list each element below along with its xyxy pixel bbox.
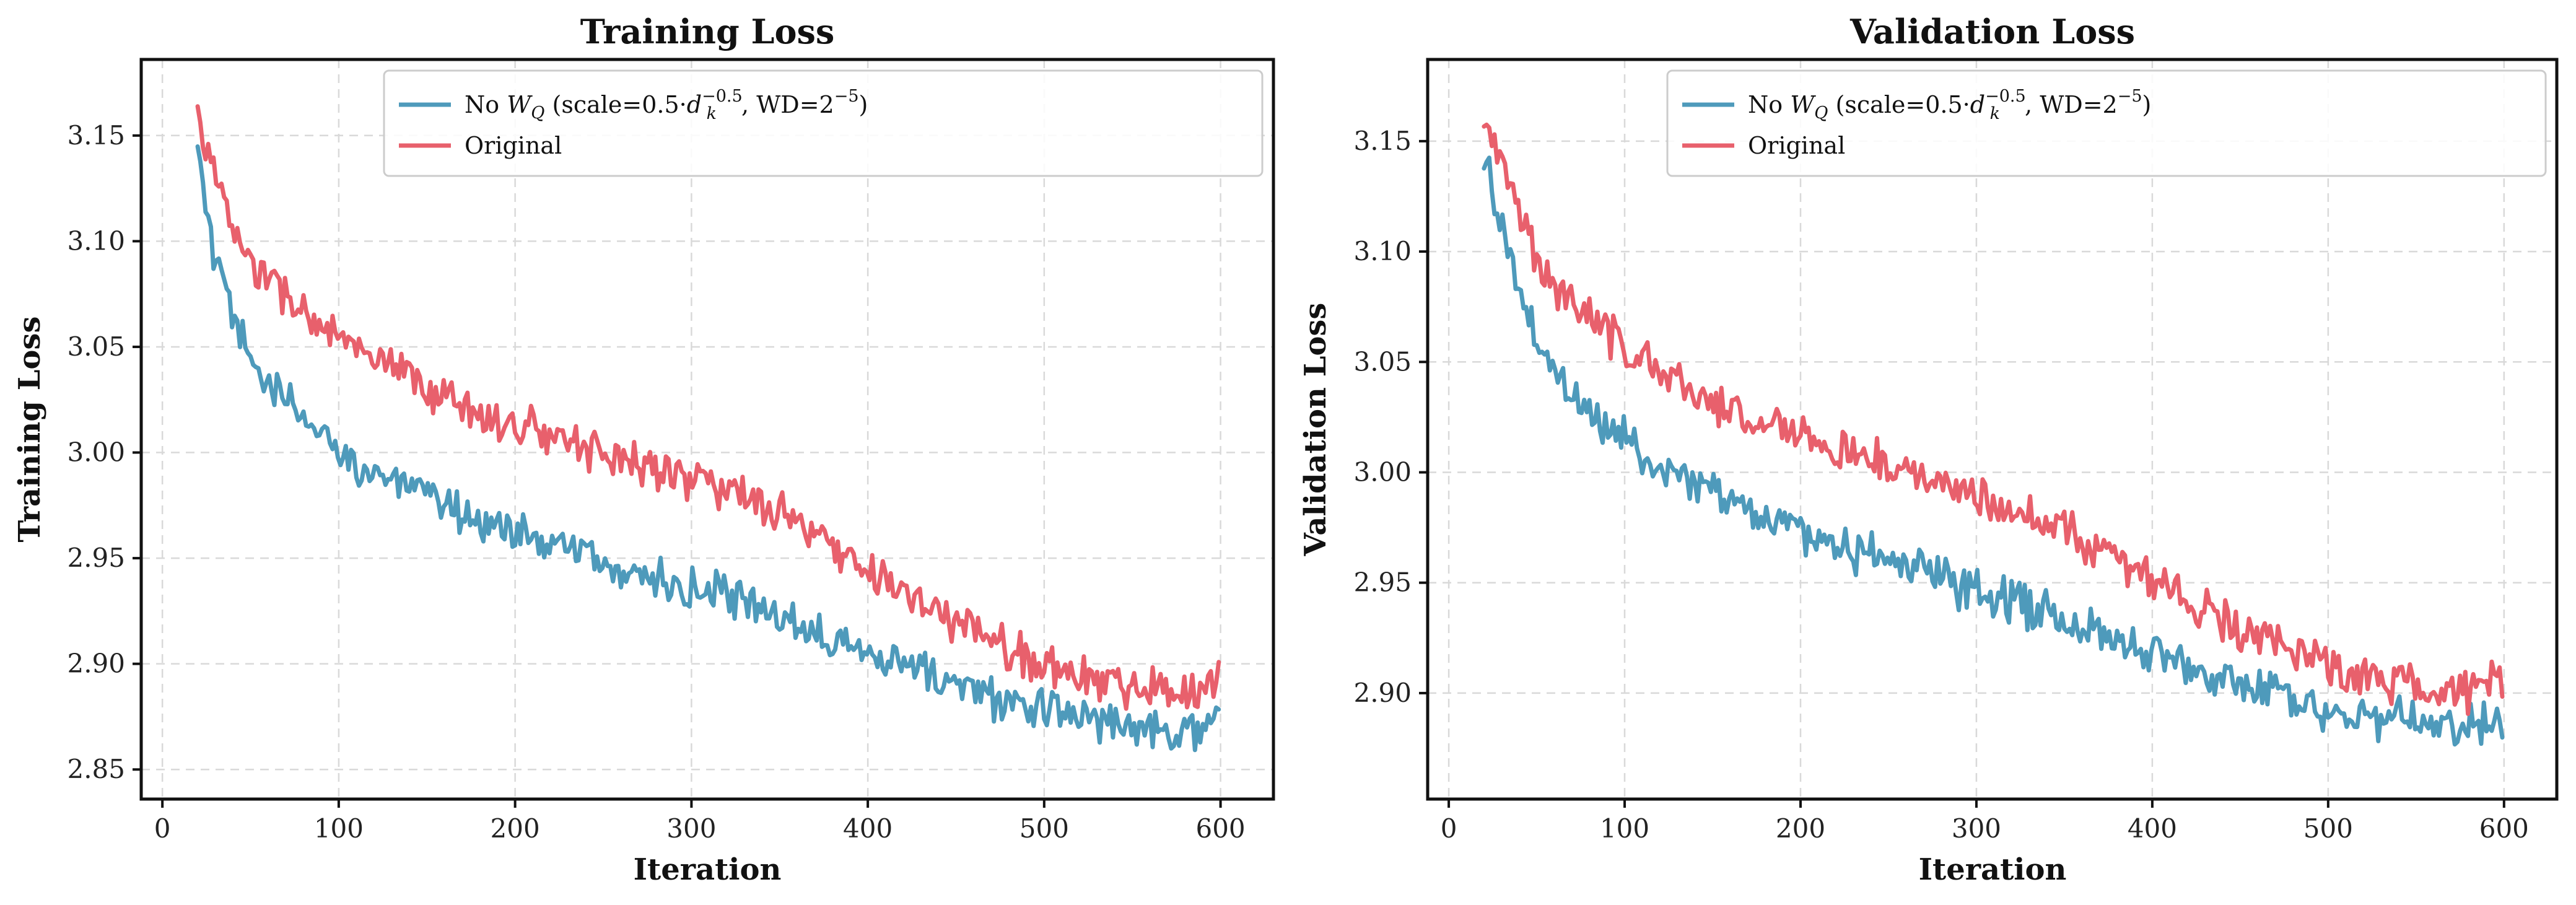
validation-loss-x-axis-title: Iteration [1919,852,2067,887]
training-loss-legend-label-no-wq: No WQ (scale=0.5·d−0.5 k, WD=2−5) [465,87,868,123]
training-loss-x-tick-label: 600 [1195,813,1245,844]
training-loss-legend-box [383,69,1264,177]
training-loss-x-tick-label: 0 [154,813,171,844]
training-loss-y-tick-label: 3.10 [67,225,125,256]
validation-loss-legend-label-no-wq: No WQ (scale=0.5·d−0.5 k, WD=2−5) [1748,87,2151,123]
validation-loss-original-line [1482,122,2505,716]
validation-loss-y-tick-label: 3.10 [1353,236,1412,266]
validation-loss-x-tick-label: 500 [2303,813,2353,844]
training-loss-x-tick-label: 400 [843,813,893,844]
validation-loss-x-tick-label: 400 [2128,813,2177,844]
training-loss-legend: No WQ (scale=0.5·d−0.5 k, WD=2−5) Original [383,69,1264,177]
training-loss-x-tick-label: 200 [491,813,540,844]
validation-loss-y-tick-label: 3.15 [1353,126,1412,156]
validation-loss-title: Validation Loss [1849,12,2135,51]
validation-loss-x-tick-label: 300 [1952,813,2001,844]
training-loss-plot-frame [139,58,1275,801]
validation-loss-x-tick-label: 100 [1600,813,1649,844]
training-loss-ticks: 0 100 200 300 400 500 600 2.85 2.90 2.95 3.00 3.05 3… [67,120,1245,844]
validation-loss-y-tick-label: 2.95 [1353,567,1412,598]
training-loss-y-tick-label: 2.90 [67,649,125,679]
validation-loss-no-wq-line [1482,155,2505,747]
training-loss-x-tick-label: 500 [1019,813,1069,844]
validation-loss-panel: Validation Loss 0 100 200 300 400 500 600 2.90 2… [1298,12,2559,887]
validation-loss-y-tick-label: 3.05 [1353,346,1412,377]
training-loss-legend-label-original: Original [465,132,562,159]
validation-loss-legend-label-original: Original [1748,132,1845,159]
validation-loss-legend-box [1666,69,2547,177]
training-loss-y-axis-title: Training Loss [12,317,47,543]
validation-loss-y-tick-label: 2.90 [1353,678,1412,708]
validation-loss-x-tick-label: 600 [2479,813,2529,844]
training-loss-y-tick-label: 3.00 [67,437,125,468]
validation-loss-y-axis-title: Validation Loss [1298,303,1333,557]
validation-loss-plot-frame [1426,58,2559,801]
validation-loss-legend: No WQ (scale=0.5·d−0.5 k, WD=2−5) Original [1666,69,2547,177]
validation-loss-x-tick-label: 0 [1441,813,1457,844]
training-loss-x-axis-title: Iteration [634,852,782,887]
training-loss-y-tick-label: 2.85 [67,754,125,784]
training-loss-panel: Training Loss 0 100 200 300 400 500 600 2.85 2.9… [12,12,1275,887]
validation-loss-series [1482,122,2505,747]
validation-loss-y-tick-label: 3.00 [1353,457,1412,487]
training-loss-y-tick-label: 3.15 [67,120,125,151]
validation-loss-ticks: 0 100 200 300 400 500 600 2.90 2.95 3.00 3.05 3.10 3… [1353,126,2528,844]
training-loss-no-wq-line [195,144,1221,753]
training-loss-x-tick-label: 300 [666,813,716,844]
training-loss-title: Training Loss [580,12,835,51]
training-loss-series [195,104,1221,753]
training-loss-y-tick-label: 3.05 [67,331,125,362]
training-loss-original-line [195,104,1221,711]
training-loss-x-tick-label: 100 [314,813,364,844]
validation-loss-x-tick-label: 200 [1776,813,1825,844]
training-loss-y-tick-label: 2.95 [67,543,125,573]
